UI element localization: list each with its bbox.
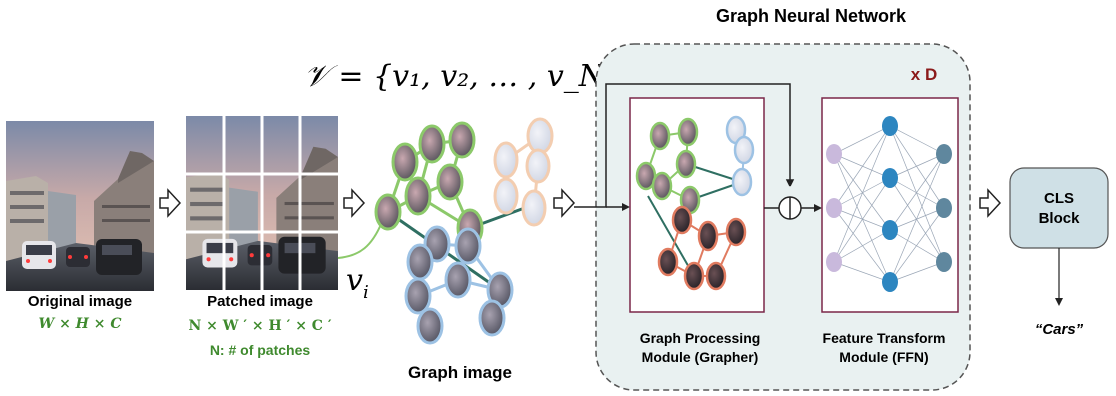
cls-block [1010,168,1108,248]
grapher-caption-line2: Module (Grapher) [642,349,759,365]
vertex-label: vi [346,263,369,303]
graph-nodes-pale [495,119,552,225]
patched-image-note: N: # of patches [210,342,311,358]
cls-output-arrowhead [1055,298,1063,306]
grapher-caption-line1: Graph Processing [640,330,761,346]
ffn-caption-line2: Module (FFN) [839,349,928,365]
output-label: “Cars” [1035,321,1084,338]
cls-block-line2: Block [1039,210,1081,227]
patched-image [186,116,338,290]
cls-block-line1: CLS [1044,190,1074,207]
arrow-patched-to-graph [344,190,364,216]
arrow-original-to-patched [160,190,180,216]
original-image-caption: Original image [28,293,132,310]
vertex-set-formula: 𝒱 = {v₁, v₂, … , v_N} [304,59,624,94]
ffn-caption-line1: Feature Transform [823,330,946,346]
graph-image [376,119,552,343]
original-image [6,121,154,291]
graph-nodes-blue [406,227,512,343]
gnn-title: Graph Neural Network [716,6,907,26]
arrow-gnn-to-cls [980,190,1000,216]
patched-image-caption: Patched image [207,293,313,310]
graph-nodes-green [376,123,482,246]
patched-image-dims: N × W ′ × H ′ × C ′ [188,318,331,334]
graph-image-caption: Graph image [408,363,512,382]
repeat-label: x D [911,65,937,84]
arrow-graph-to-gnn [554,190,574,216]
original-image-dims: W × H × C [38,316,121,332]
patch-to-node-connector [338,222,382,258]
